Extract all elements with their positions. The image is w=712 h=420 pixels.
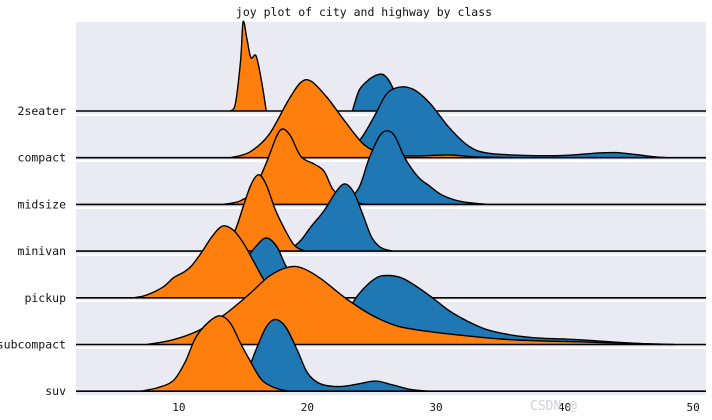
density-outline-city-2seater xyxy=(229,20,267,112)
density-city-suv xyxy=(140,315,289,392)
watermark-text: CSDN @ xyxy=(530,399,577,414)
category-label-minivan: minivan xyxy=(18,244,66,258)
category-label-suv: suv xyxy=(45,384,66,398)
density-highway-minivan xyxy=(279,183,393,252)
x-tick-label: 50 xyxy=(687,401,700,414)
density-outline-highway-minivan xyxy=(278,183,393,252)
density-outline-city-suv xyxy=(140,315,289,392)
ridges xyxy=(76,20,706,393)
density-city-pickup xyxy=(133,225,290,298)
category-label-pickup: pickup xyxy=(24,291,66,305)
chart-title: joy plot of city and highway by class xyxy=(236,5,492,19)
x-axis-ticks: 10 20 30 40 50 xyxy=(172,401,700,414)
x-tick-label: 10 xyxy=(172,401,185,414)
category-label-compact: compact xyxy=(18,151,66,165)
density-highway-suv xyxy=(217,319,430,392)
category-labels: 2seater compact midsize minivan pickup subcom… xyxy=(0,104,66,398)
density-highway-compact xyxy=(320,86,668,158)
category-label-midsize: midsize xyxy=(18,197,67,211)
density-outline-city-subcompact xyxy=(146,265,674,346)
density-city-2seater xyxy=(230,21,267,112)
category-label-subcompact: subcompact xyxy=(0,338,66,352)
x-tick-label: 30 xyxy=(429,401,442,414)
x-tick-label: 40 xyxy=(558,401,571,414)
x-tick-label: 20 xyxy=(301,401,314,414)
row-panel xyxy=(76,209,706,254)
density-outline-highway-compact xyxy=(320,86,668,159)
density-city-compact xyxy=(230,79,514,158)
density-outline-city-compact xyxy=(230,78,514,159)
density-highway-midsize xyxy=(326,130,488,205)
ridge-suv xyxy=(76,315,706,393)
density-outline-city-pickup xyxy=(133,225,290,299)
category-label-2seater: 2seater xyxy=(18,104,67,118)
density-outline-highway-midsize xyxy=(326,130,488,206)
